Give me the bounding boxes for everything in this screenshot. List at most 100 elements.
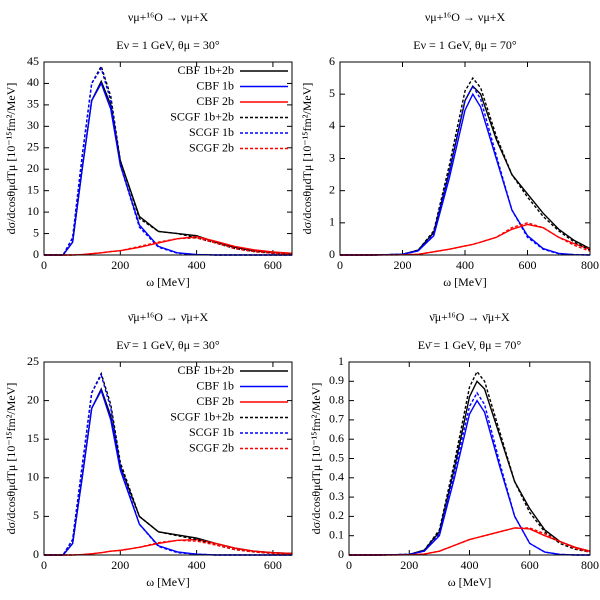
series-line: [44, 237, 293, 256]
x-tick-label: 400: [456, 258, 474, 272]
y-tick-label: 0.8: [329, 392, 344, 406]
x-tick-label: 0: [41, 558, 47, 572]
legend-label: CBF 2b: [196, 94, 234, 108]
series-line: [44, 388, 292, 556]
x-tick-label: 800: [581, 558, 599, 572]
y-tick-label: 0: [338, 547, 344, 561]
legend-label: SCGF 2b: [189, 440, 234, 454]
series-line: [340, 92, 591, 256]
y-tick-label: 0.3: [329, 489, 344, 503]
x-tick-label: 0: [346, 558, 352, 572]
y-tick-label: 6: [329, 54, 335, 68]
y-tick-label: 35: [27, 97, 39, 111]
x-axis-label: ω [MeV]: [146, 575, 190, 589]
y-tick-label: 45: [27, 54, 39, 68]
x-tick-label: 200: [111, 258, 129, 272]
legend-label: CBF 1b: [196, 78, 234, 92]
series-line: [44, 371, 293, 556]
legend-label: SCGF 1b+2b: [170, 109, 234, 123]
legend-label: SCGF 2b: [189, 140, 234, 154]
y-tick-label: 0.6: [329, 431, 344, 445]
y-tick-label: 0.2: [329, 508, 344, 522]
x-tick-label: 0: [337, 258, 343, 272]
y-tick-label: 30: [27, 118, 39, 132]
y-tick-label: 40: [27, 75, 39, 89]
x-tick-label: 0: [41, 258, 47, 272]
x-tick-label: 200: [400, 558, 418, 572]
x-tick-label: 400: [461, 558, 479, 572]
x-tick-label: 200: [394, 258, 412, 272]
chart-subtitle: Eν̄ = 1 GeV, θμ = 30°: [116, 338, 220, 352]
x-tick-label: 400: [188, 258, 206, 272]
y-tick-label: 5: [33, 508, 39, 522]
x-tick-label: 600: [264, 558, 282, 572]
x-tick-label: 800: [581, 258, 599, 272]
series-line: [44, 64, 293, 256]
y-tick-label: 15: [27, 182, 39, 196]
legend-label: SCGF 1b: [189, 125, 234, 139]
y-tick-label: 0: [33, 547, 39, 561]
series-line: [349, 370, 591, 556]
y-tick-label: 20: [27, 161, 39, 175]
x-tick-label: 600: [521, 558, 539, 572]
series-line: [340, 76, 591, 256]
series-line: [44, 79, 293, 256]
chart-title: νμ+¹⁶O → νμ+X: [128, 10, 209, 24]
y-tick-label: 0.9: [329, 373, 344, 387]
y-tick-label: 0.5: [329, 450, 344, 464]
y-tick-label: 2: [329, 182, 335, 196]
y-axis-label: dσ/dcosθμdTμ [10⁻¹⁵fm²/MeV]: [4, 83, 18, 235]
chart-subtitle: Eν̄ = 1 GeV, θμ = 70°: [418, 338, 522, 352]
chart-subtitle: Eν = 1 GeV, θμ = 70°: [413, 38, 517, 52]
series-line: [349, 380, 591, 556]
y-tick-label: 0: [329, 247, 335, 261]
y-tick-label: 3: [329, 150, 335, 164]
y-tick-label: 10: [27, 470, 39, 484]
y-tick-label: 0.7: [329, 412, 344, 426]
plot-frame: [43, 61, 293, 256]
chart-title: ν̄μ+¹⁶O → ν̄μ+X: [429, 310, 510, 324]
y-tick-label: 4: [329, 118, 335, 132]
y-tick-label: 1: [329, 215, 335, 229]
plot-frame: [43, 361, 293, 556]
plot-frame: [348, 361, 591, 556]
y-tick-label: 25: [27, 140, 39, 154]
legend-label: CBF 1b+2b: [178, 63, 234, 77]
series-line: [44, 235, 293, 256]
y-tick-label: 5: [33, 225, 39, 239]
x-axis-label: ω [MeV]: [443, 275, 487, 289]
x-axis-label: ω [MeV]: [448, 575, 492, 589]
y-axis-label: dσ/dcosθμdTμ [10⁻¹⁵fm²/MeV]: [4, 383, 18, 535]
legend-label: CBF 2b: [196, 394, 234, 408]
chart-subtitle: Eν = 1 GeV, θμ = 30°: [116, 38, 220, 52]
series-line: [349, 391, 590, 556]
legend-label: SCGF 1b+2b: [170, 409, 234, 423]
y-axis-label: dσ/dcosθμdTμ [10⁻¹⁵fm²/MeV]: [309, 383, 323, 535]
y-axis-label: dσ/dcosθμdTμ [10⁻¹⁵fm²/MeV]: [300, 83, 314, 235]
y-tick-label: 0: [33, 247, 39, 261]
y-tick-label: 5: [329, 86, 335, 100]
x-tick-label: 400: [188, 558, 206, 572]
y-tick-label: 20: [27, 392, 39, 406]
series-line: [44, 66, 292, 256]
y-tick-label: 25: [27, 354, 39, 368]
chart-title: ν̄μ+¹⁶O → ν̄μ+X: [128, 310, 209, 324]
series-line: [349, 399, 590, 556]
legend-label: CBF 1b: [196, 378, 234, 392]
series-line: [340, 84, 591, 256]
y-tick-label: 15: [27, 431, 39, 445]
y-tick-label: 10: [27, 204, 39, 218]
chart-title: νμ+¹⁶O → νμ+X: [425, 10, 506, 24]
x-axis-label: ω [MeV]: [146, 275, 190, 289]
plot-frame: [339, 61, 591, 256]
x-tick-label: 600: [519, 258, 537, 272]
x-tick-label: 200: [111, 558, 129, 572]
y-tick-label: 1: [338, 354, 344, 368]
series-line: [44, 539, 293, 556]
legend-label: CBF 1b+2b: [178, 363, 234, 377]
legend-label: SCGF 1b: [189, 425, 234, 439]
series-line: [349, 527, 591, 556]
x-tick-label: 600: [264, 258, 282, 272]
y-tick-label: 0.1: [329, 527, 344, 541]
